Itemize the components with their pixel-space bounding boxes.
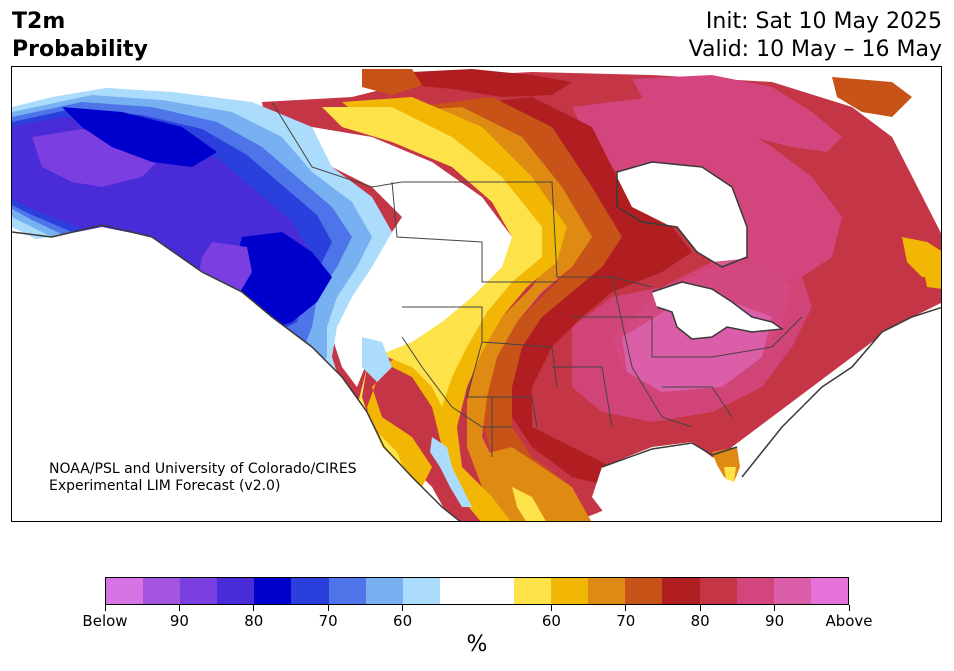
colorbar-tick [402, 605, 404, 611]
florida-tip [724, 467, 736, 482]
colorbar-units: % [466, 632, 488, 657]
credit-line1: NOAA/PSL and University of Colorado/CIRE… [49, 461, 357, 477]
colorbar-tick [848, 605, 850, 611]
map-title-line2: Probability [12, 37, 148, 62]
colorbar-segment [291, 578, 329, 604]
arctic-islands-orange [362, 69, 422, 95]
colorbar-tick [104, 605, 106, 611]
colorbar-tick-label: 70 [616, 612, 636, 630]
colorbar-tick-label: 60 [393, 612, 413, 630]
colorbar-segment [551, 578, 589, 604]
map-title: T2m Probability [12, 8, 148, 64]
colorbar [105, 577, 849, 605]
colorbar-segment [180, 578, 218, 604]
colorbar-tick [774, 605, 776, 611]
map-svg [12, 67, 941, 521]
colorbar-segment [736, 578, 774, 604]
colorbar-tick [625, 605, 627, 611]
colorbar-segment [773, 578, 811, 604]
atlantic-ocean [742, 307, 941, 521]
mexico-yellow [512, 487, 546, 521]
map-title-line1: T2m [12, 9, 66, 34]
colorbar-tick-label: 70 [318, 612, 338, 630]
pacific-ocean [12, 227, 460, 521]
credit-line2: Experimental LIM Forecast (v2.0) [49, 478, 281, 494]
region-above-pink-north [572, 97, 842, 282]
colorbar-tick-label: 90 [765, 612, 785, 630]
colorbar-segment [699, 578, 737, 604]
colorbar-segment [810, 578, 848, 604]
colorbar-tick-label: 80 [690, 612, 710, 630]
arctic-ocean [12, 67, 941, 102]
colorbar-segment [476, 578, 515, 604]
baja-cool [430, 437, 472, 507]
gulf-of-mexico [592, 442, 742, 521]
init-date: Init: Sat 10 May 2025 [705, 9, 942, 34]
colorbar-segment [106, 578, 144, 604]
region-below-coast [362, 337, 392, 382]
region-neutral-white [302, 127, 512, 387]
colorbar-segment [439, 578, 477, 604]
colorbar-tick-label: Above [825, 612, 873, 630]
colorbar-tick [327, 605, 329, 611]
colorbar-segment [625, 578, 663, 604]
colorbar-tick [550, 605, 552, 611]
colorbar-tick-label: 80 [244, 612, 264, 630]
colorbar-tick [178, 605, 180, 611]
newfoundland [922, 262, 941, 289]
colorbar-segment [328, 578, 366, 604]
hudson-bay [617, 162, 747, 267]
colorbar-segment [217, 578, 255, 604]
colorbar-segment [254, 578, 292, 604]
baffin-region [632, 75, 842, 152]
forecast-dates: Init: Sat 10 May 2025 Valid: 10 May – 16… [689, 8, 942, 64]
colorbar-segment [514, 578, 552, 604]
colorbar-tick [699, 605, 701, 611]
region-above-yellow-band [322, 107, 542, 477]
colorbar-segment [143, 578, 181, 604]
colorbar-segment [402, 578, 440, 604]
great-lakes [652, 282, 782, 339]
colorbar-tick-label: 60 [541, 612, 561, 630]
colorbar-segment [662, 578, 700, 604]
colorbar-tick-label: Below [82, 612, 128, 630]
region-below-deep [62, 107, 217, 167]
forecast-map [11, 66, 942, 522]
colorbar-tick [253, 605, 255, 611]
valid-range: Valid: 10 May – 16 May [688, 37, 942, 62]
coastlines [12, 161, 941, 521]
colorbar-segment [588, 578, 626, 604]
colorbar-tick-label: 90 [169, 612, 189, 630]
arctic-islands [412, 69, 572, 97]
political-borders [271, 101, 803, 457]
credit-text: NOAA/PSL and University of Colorado/CIRE… [49, 461, 357, 495]
region-above-gold-band [342, 97, 567, 521]
colorbar-segment [365, 578, 403, 604]
greenland-edge [832, 77, 912, 117]
mexico-warm [472, 447, 591, 521]
